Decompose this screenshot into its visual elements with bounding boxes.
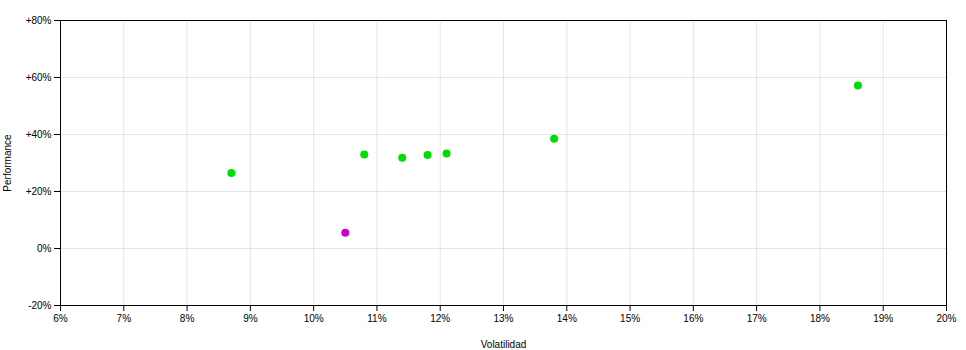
svg-text:8%: 8% xyxy=(180,313,195,324)
svg-text:+40%: +40% xyxy=(26,129,52,140)
svg-text:6%: 6% xyxy=(53,313,68,324)
svg-text:19%: 19% xyxy=(873,313,893,324)
svg-text:15%: 15% xyxy=(620,313,640,324)
svg-text:7%: 7% xyxy=(117,313,132,324)
svg-text:11%: 11% xyxy=(367,313,386,324)
svg-text:-20%: -20% xyxy=(28,300,51,311)
svg-text:14%: 14% xyxy=(557,313,577,324)
svg-text:17%: 17% xyxy=(747,313,767,324)
svg-text:Volatilidad: Volatilidad xyxy=(481,339,527,350)
svg-text:+20%: +20% xyxy=(26,186,52,197)
svg-text:16%: 16% xyxy=(683,313,703,324)
svg-text:+80%: +80% xyxy=(26,15,52,26)
svg-text:12%: 12% xyxy=(430,313,450,324)
svg-text:0%: 0% xyxy=(37,243,52,254)
svg-text:+60%: +60% xyxy=(26,72,52,83)
svg-text:10%: 10% xyxy=(304,313,324,324)
svg-text:18%: 18% xyxy=(810,313,830,324)
svg-text:13%: 13% xyxy=(493,313,513,324)
svg-text:Performance: Performance xyxy=(2,134,13,192)
svg-text:9%: 9% xyxy=(243,313,258,324)
svg-text:20%: 20% xyxy=(936,313,956,324)
